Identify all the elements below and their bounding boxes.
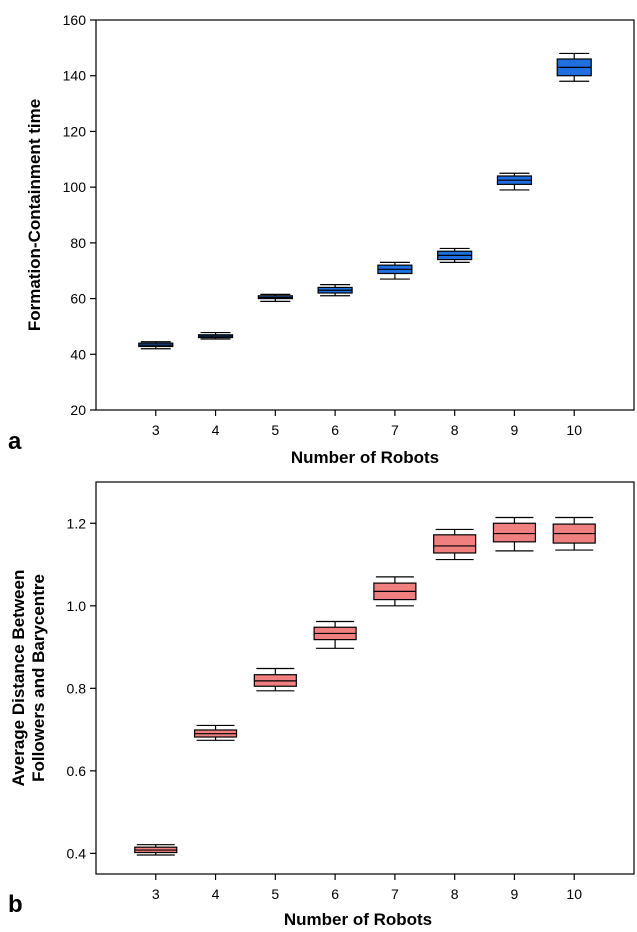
panel-a-letter: a	[8, 428, 22, 455]
box-3	[134, 844, 178, 856]
x-tick-label: 3	[152, 886, 160, 902]
panel-a-x-axis-title: Number of Robots	[291, 448, 439, 467]
box-3	[138, 341, 174, 350]
x-tick-label: 6	[331, 886, 339, 902]
y-tick-label: 1.2	[67, 515, 87, 531]
x-tick-label: 8	[451, 422, 459, 438]
x-tick-label: 6	[331, 422, 339, 438]
x-tick-label: 8	[451, 886, 459, 902]
panel-b-y-axis-title-line-1: Average Distance Between	[9, 570, 28, 787]
box-4	[197, 331, 234, 340]
x-tick-label: 3	[152, 422, 160, 438]
box-4	[193, 724, 238, 741]
y-tick-label: 80	[70, 235, 86, 251]
y-tick-label: 0.8	[67, 680, 87, 696]
x-tick-label: 4	[212, 422, 220, 438]
x-tick-label: 5	[271, 422, 279, 438]
box-6	[317, 284, 353, 297]
box-7	[373, 576, 417, 607]
box-5	[257, 293, 293, 302]
iqr-box	[433, 534, 477, 554]
x-tick-label: 10	[566, 886, 582, 902]
x-tick-label: 7	[391, 886, 399, 902]
box-10	[556, 52, 592, 82]
y-tick-label: 0.6	[67, 763, 87, 779]
x-tick-label: 10	[566, 422, 582, 438]
box-9	[492, 516, 537, 552]
panel-b-chart: 0.4 0.6 0.8 1.0 1.2 3 4 5 6 7 8 9 10 Number of Robo…	[8, 481, 635, 929]
panel-a-chart: 20 40 60 80 100 120 140 160 3 4 5 6 7 8 9 10 Number of…	[8, 12, 635, 467]
box-7	[377, 261, 413, 280]
y-tick-label: 160	[63, 12, 87, 28]
y-tick-label: 20	[70, 402, 86, 418]
panel-a-plot-frame	[95, 19, 635, 411]
panel-a-y-axis-title: Formation-Containment time	[25, 99, 44, 331]
panel-b-x-axis-title: Number of Robots	[284, 910, 432, 929]
box-8	[433, 528, 477, 561]
x-tick-label: 9	[511, 422, 519, 438]
x-tick-label: 5	[271, 886, 279, 902]
panel-b-letter: b	[8, 891, 23, 918]
panel-b-y-axis-title: Average Distance Between Followers and B…	[9, 570, 48, 787]
y-tick-label: 120	[63, 123, 87, 139]
panel-b-plot-frame	[95, 481, 635, 875]
x-tick-label: 7	[391, 422, 399, 438]
y-tick-label: 60	[70, 291, 86, 307]
box-5	[253, 667, 297, 692]
box-8	[437, 247, 473, 263]
box-9	[496, 172, 533, 191]
y-tick-label: 140	[63, 68, 87, 84]
panel-b-y-axis-title-line-2: Followers and Barycentre	[29, 574, 48, 782]
y-tick-label: 0.4	[67, 845, 87, 861]
x-tick-label: 4	[212, 886, 220, 902]
box-10	[552, 516, 596, 551]
y-tick-label: 1.0	[67, 598, 87, 614]
y-tick-label: 40	[70, 346, 86, 362]
y-tick-label: 100	[63, 179, 87, 195]
x-tick-label: 9	[511, 886, 519, 902]
iqr-box	[492, 522, 537, 543]
box-6	[313, 620, 357, 649]
